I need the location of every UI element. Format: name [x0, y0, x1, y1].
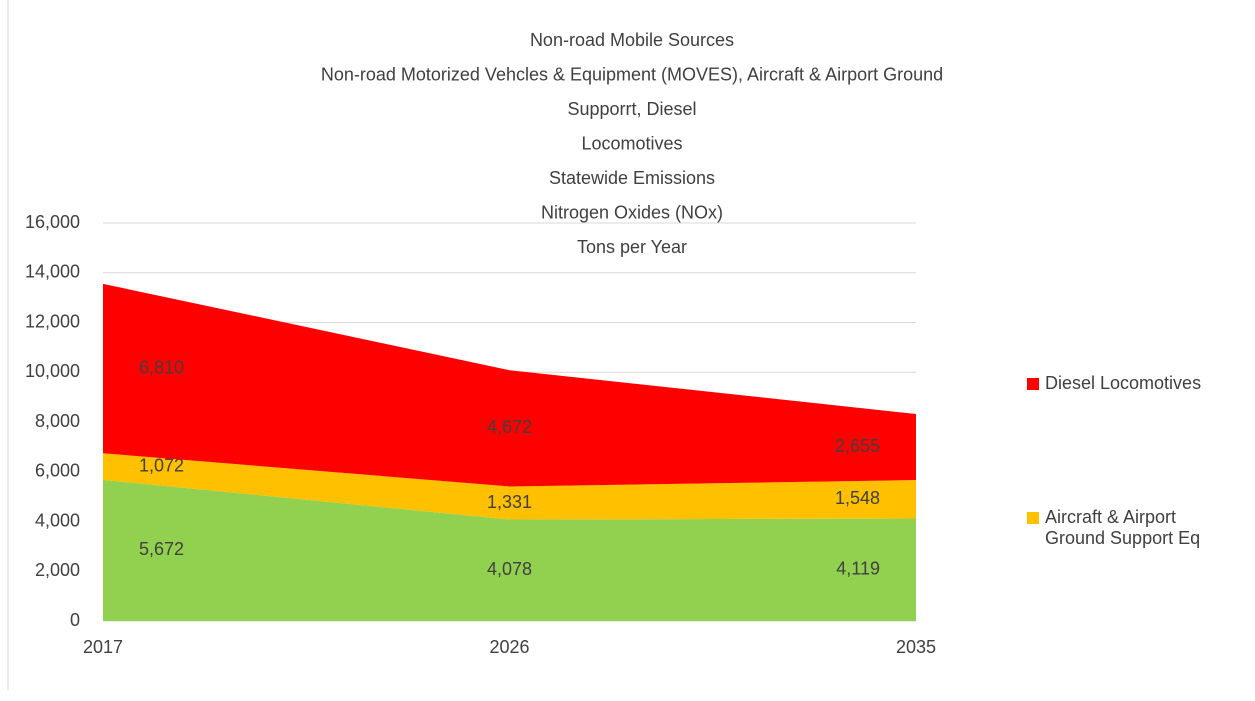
- legend-swatch: [1027, 512, 1039, 524]
- data-label: 1,072: [139, 455, 184, 475]
- legend-label: Diesel Locomotives: [1045, 373, 1202, 393]
- y-tick-label: 2,000: [35, 560, 80, 580]
- y-tick-label: 16,000: [25, 212, 80, 232]
- data-label: 6,810: [139, 357, 184, 377]
- y-tick-label: 14,000: [25, 262, 80, 282]
- data-label: 1,331: [487, 492, 532, 512]
- chart-title: Statewide Emissions: [549, 168, 715, 188]
- legend-entry: Aircraft & Airport Ground Support Eq: [1027, 507, 1247, 549]
- y-tick-label: 12,000: [25, 311, 80, 331]
- data-label: 1,548: [835, 488, 880, 508]
- area: [103, 479, 916, 621]
- y-tick-label: 4,000: [35, 510, 80, 530]
- data-label: 4,119: [836, 559, 880, 579]
- legend-swatch: [1027, 378, 1039, 390]
- x-tick-label: 2026: [489, 637, 529, 657]
- x-tick-label: 2017: [83, 637, 123, 657]
- chart-title: Supporrt, Diesel: [567, 99, 696, 119]
- chart-title: Non-road Motorized Vehcles & Equipment (…: [321, 64, 943, 84]
- chart-title: Locomotives: [581, 133, 682, 153]
- legend-label: Aircraft & Airport Ground Support Eq: [1045, 507, 1201, 548]
- data-label: 4,672: [487, 417, 532, 437]
- y-tick-label: 0: [70, 610, 80, 630]
- y-tick-label: 10,000: [25, 361, 80, 381]
- area: [103, 453, 916, 520]
- data-label: 5,672: [139, 539, 184, 559]
- area: [103, 283, 916, 487]
- data-label: 4,078: [487, 559, 532, 579]
- chart-title: Non-road Mobile Sources: [530, 30, 734, 50]
- chart-title: Tons per Year: [577, 237, 687, 257]
- legend-entry: Diesel Locomotives: [1027, 373, 1247, 394]
- data-label: 2,655: [835, 436, 880, 456]
- chart-title: Nitrogen Oxides (NOx): [541, 202, 723, 222]
- y-tick-label: 6,000: [35, 461, 80, 481]
- x-tick-label: 2035: [896, 637, 936, 657]
- y-tick-label: 8,000: [35, 411, 80, 431]
